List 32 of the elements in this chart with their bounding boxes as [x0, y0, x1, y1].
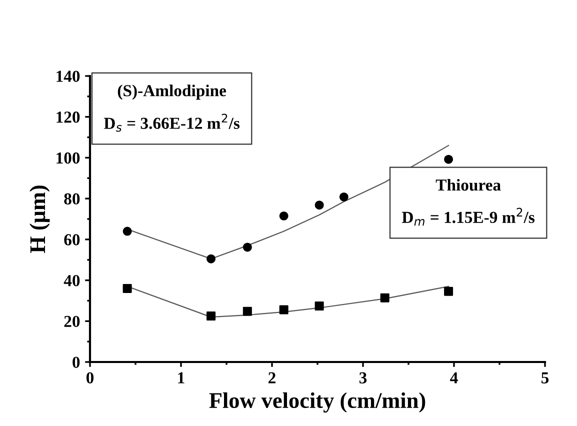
point	[242, 242, 252, 252]
point	[279, 305, 288, 314]
y-axis-title: H (μm)	[30, 186, 50, 253]
x-tick-label: 1	[178, 372, 184, 384]
y-tick-label: 0	[72, 356, 80, 368]
y-tick-label: 20	[64, 316, 80, 328]
point	[122, 284, 132, 293]
annotation: (S)-Amlodipine D$_{s}$ = 3.66E-12 m$^{2}$/s	[104, 84, 240, 132]
point	[380, 293, 390, 302]
y-tick-label: 60	[64, 234, 80, 246]
x-tick-label: 4	[450, 372, 458, 384]
x-axis-title: Flow velocity (cm/min)	[209, 392, 426, 413]
y-tick-label: 100	[56, 152, 80, 164]
point	[339, 192, 348, 202]
x-tick-label: 5	[542, 372, 549, 384]
y-tick-label: 80	[64, 193, 80, 205]
point	[279, 211, 288, 220]
x-tick-label: 0	[86, 372, 94, 384]
point	[242, 306, 252, 316]
point	[206, 254, 216, 264]
point	[206, 312, 216, 321]
point	[314, 302, 324, 311]
text: Thiourea D$_{m}$ = 1.15E-9 m$^{2}$/s	[402, 178, 534, 226]
x-tick-label: 2	[268, 372, 276, 384]
x-tick-label: 3	[359, 372, 367, 384]
y-tick-label: 40	[64, 274, 80, 286]
point	[122, 226, 132, 236]
point	[444, 286, 454, 296]
y-tick-label: 120	[56, 112, 80, 123]
point	[444, 154, 454, 164]
y-tick-label: 140	[56, 70, 80, 82]
point	[314, 200, 324, 210]
